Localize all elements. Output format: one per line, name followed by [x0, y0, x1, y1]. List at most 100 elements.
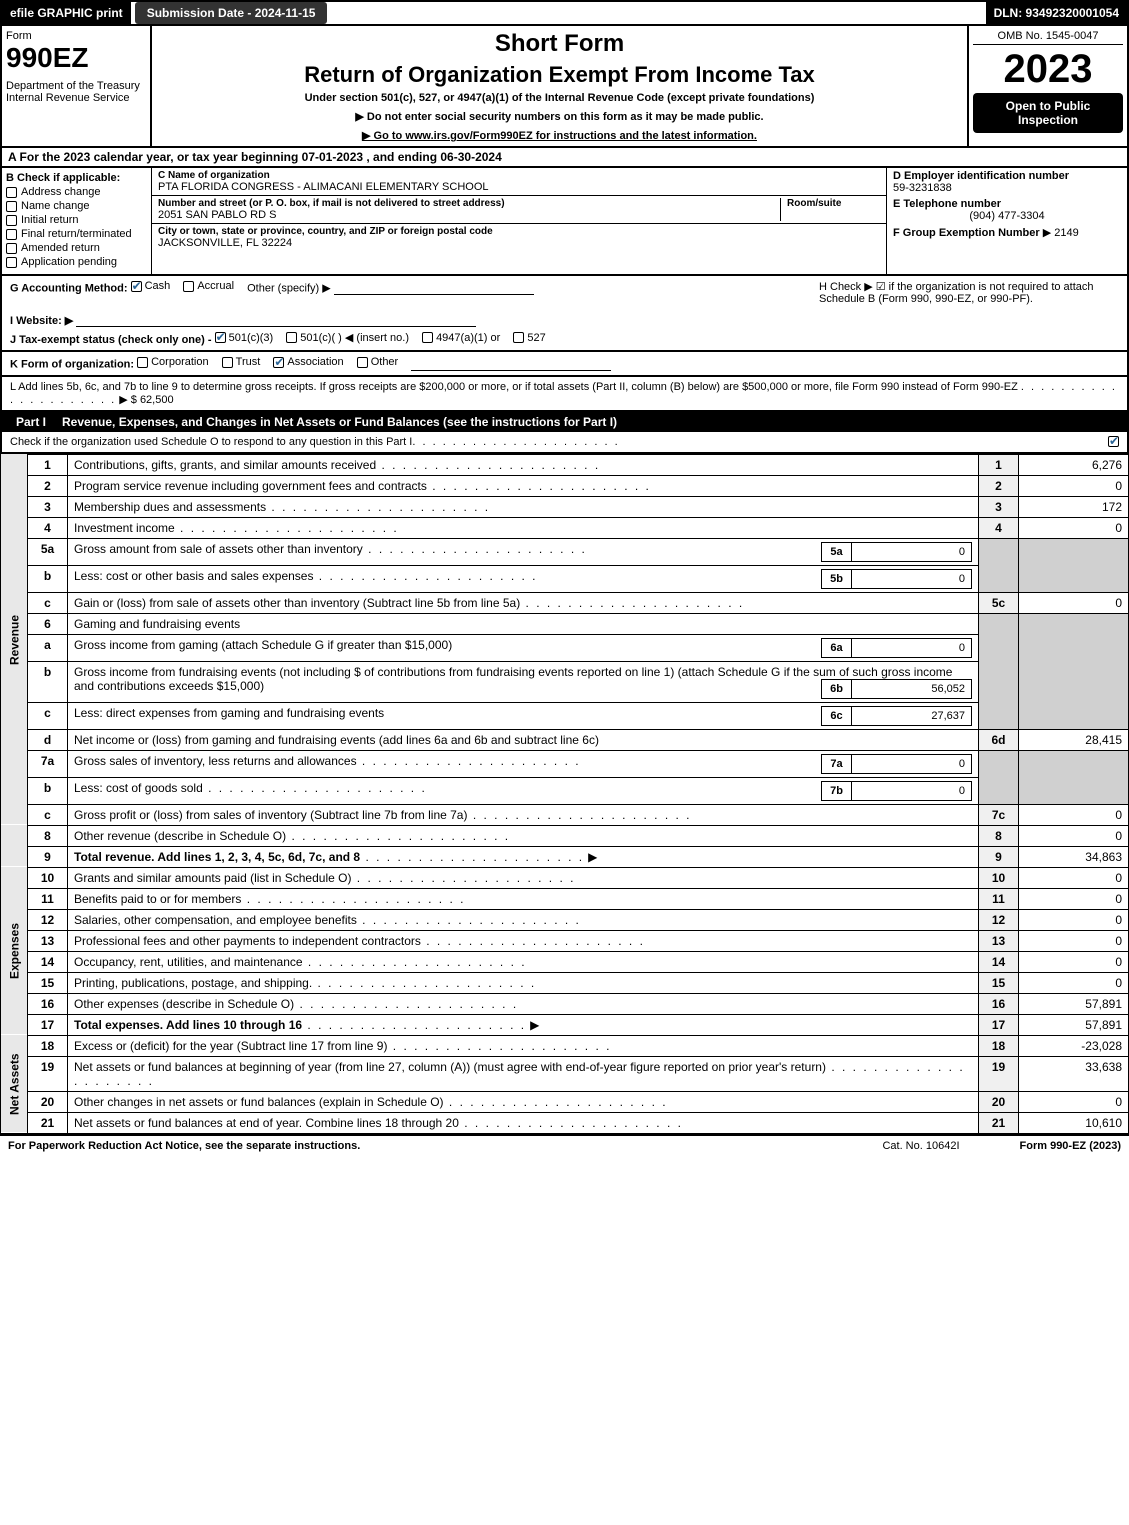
label-address-change: Address change — [21, 186, 101, 198]
line-6b-subamt: 56,052 — [852, 679, 972, 698]
checkbox-address-change[interactable] — [6, 187, 17, 198]
checkbox-527[interactable] — [513, 332, 524, 343]
section-l-amount: ▶ $ 62,500 — [119, 394, 173, 406]
paperwork-notice: For Paperwork Reduction Act Notice, see … — [8, 1140, 360, 1152]
line-5c-num: c — [28, 592, 68, 613]
line-13-num: 13 — [28, 930, 68, 951]
other-org-input[interactable] — [411, 357, 611, 371]
label-527: 527 — [527, 332, 545, 344]
line-5a-desc: Gross amount from sale of assets other t… — [74, 542, 363, 556]
line-17-num: 17 — [28, 1014, 68, 1035]
label-4947: 4947(a)(1) or — [436, 332, 500, 344]
checkbox-accrual[interactable] — [183, 281, 194, 292]
room-label: Room/suite — [787, 198, 880, 209]
line-5a-num: 5a — [28, 538, 68, 565]
revenue-vertical-label: Revenue — [1, 454, 28, 825]
city-state-zip: JACKSONVILLE, FL 32224 — [158, 237, 880, 249]
line-13-desc: Professional fees and other payments to … — [74, 934, 421, 948]
irs-link[interactable]: ▶ Go to www.irs.gov/Form990EZ for instru… — [362, 130, 757, 142]
section-b-title: B Check if applicable: — [6, 172, 147, 184]
checkbox-initial-return[interactable] — [6, 215, 17, 226]
checkbox-schedule-o[interactable] — [1108, 436, 1119, 447]
checkbox-amended-return[interactable] — [6, 243, 17, 254]
line-7a-num: 7a — [28, 750, 68, 777]
instruction-line-2: ▶ Go to www.irs.gov/Form990EZ for instru… — [160, 129, 959, 142]
line-21-ref: 21 — [979, 1112, 1019, 1133]
line-12-amt: 0 — [1019, 909, 1129, 930]
line-14-ref: 14 — [979, 951, 1019, 972]
form-word: Form — [6, 30, 146, 42]
arrow-icon — [584, 850, 601, 864]
line-1-amt: 6,276 — [1019, 454, 1129, 475]
form-org-label: K Form of organization: — [10, 359, 134, 371]
checkbox-final-return[interactable] — [6, 229, 17, 240]
top-bar: efile GRAPHIC print Submission Date - 20… — [0, 0, 1129, 26]
line-15-desc: Printing, publications, postage, and shi… — [74, 976, 312, 990]
line-5a-subamt: 0 — [852, 542, 972, 561]
checkbox-501c[interactable] — [286, 332, 297, 343]
return-title: Return of Organization Exempt From Incom… — [160, 62, 959, 88]
part-1-header: Part I Revenue, Expenses, and Changes in… — [0, 412, 1129, 432]
part-1-title: Revenue, Expenses, and Changes in Net As… — [62, 415, 617, 429]
label-initial-return: Initial return — [21, 214, 78, 226]
checkbox-4947[interactable] — [422, 332, 433, 343]
info-grid: B Check if applicable: Address change Na… — [0, 168, 1129, 276]
line-14-num: 14 — [28, 951, 68, 972]
section-j: J Tax-exempt status (check only one) - 5… — [10, 331, 1119, 346]
line-5b-sub: 5b — [822, 569, 852, 588]
website-input[interactable] — [76, 313, 476, 327]
line-6c-subamt: 27,637 — [852, 706, 972, 725]
section-l: L Add lines 5b, 6c, and 7b to line 9 to … — [0, 377, 1129, 412]
phone-value: (904) 477-3304 — [893, 210, 1121, 222]
line-12-desc: Salaries, other compensation, and employ… — [74, 913, 357, 927]
line-5c-amt: 0 — [1019, 592, 1129, 613]
arrow-icon — [526, 1018, 543, 1032]
line-6b-num: b — [28, 661, 68, 702]
line-16-ref: 16 — [979, 993, 1019, 1014]
line-7b-num: b — [28, 777, 68, 804]
line-2-num: 2 — [28, 475, 68, 496]
line-9-ref: 9 — [979, 846, 1019, 867]
line-13-amt: 0 — [1019, 930, 1129, 951]
header-center: Short Form Return of Organization Exempt… — [152, 26, 967, 146]
line-6c-num: c — [28, 702, 68, 729]
line-18-num: 18 — [28, 1035, 68, 1056]
checkbox-other[interactable] — [357, 357, 368, 368]
section-l-text: L Add lines 5b, 6c, and 7b to line 9 to … — [10, 381, 1018, 393]
form-reference: Form 990-EZ (2023) — [1020, 1140, 1121, 1152]
header-right: OMB No. 1545-0047 2023 Open to Public In… — [967, 26, 1127, 146]
catalog-number: Cat. No. 10642I — [882, 1140, 959, 1152]
checkbox-cash[interactable] — [131, 281, 142, 292]
section-g-h: G Accounting Method: Cash Accrual Other … — [0, 276, 1129, 352]
line-19-ref: 19 — [979, 1056, 1019, 1091]
line-15-num: 15 — [28, 972, 68, 993]
line-20-num: 20 — [28, 1091, 68, 1112]
line-18-desc: Excess or (deficit) for the year (Subtra… — [74, 1039, 387, 1053]
efile-print-label[interactable]: efile GRAPHIC print — [2, 2, 131, 24]
group-exemption-label: F Group Exemption Number — [893, 227, 1040, 239]
line-10-desc: Grants and similar amounts paid (list in… — [74, 871, 351, 885]
subtitle: Under section 501(c), 527, or 4947(a)(1)… — [160, 92, 959, 104]
org-name: PTA FLORIDA CONGRESS - ALIMACANI ELEMENT… — [158, 181, 880, 193]
line-7a-subamt: 0 — [852, 754, 972, 773]
line-16-amt: 57,891 — [1019, 993, 1129, 1014]
checkbox-association[interactable] — [273, 357, 284, 368]
line-6c-desc: Less: direct expenses from gaming and fu… — [74, 706, 384, 720]
checkbox-corporation[interactable] — [137, 357, 148, 368]
checkbox-501c3[interactable] — [215, 332, 226, 343]
line-5b-subamt: 0 — [852, 569, 972, 588]
tax-year: 2023 — [973, 49, 1123, 89]
line-5c-ref: 5c — [979, 592, 1019, 613]
line-7a-sub: 7a — [822, 754, 852, 773]
other-specify-input[interactable] — [334, 281, 534, 295]
checkbox-name-change[interactable] — [6, 201, 17, 212]
label-name-change: Name change — [21, 200, 90, 212]
line-8-desc: Other revenue (describe in Schedule O) — [74, 829, 286, 843]
line-16-num: 16 — [28, 993, 68, 1014]
checkbox-trust[interactable] — [222, 357, 233, 368]
line-19-desc: Net assets or fund balances at beginning… — [74, 1060, 826, 1074]
checkbox-application-pending[interactable] — [6, 257, 17, 268]
expenses-vertical-label: Expenses — [1, 867, 28, 1035]
part-1-check-row: Check if the organization used Schedule … — [0, 432, 1129, 454]
part-1-num: Part I — [8, 415, 54, 429]
